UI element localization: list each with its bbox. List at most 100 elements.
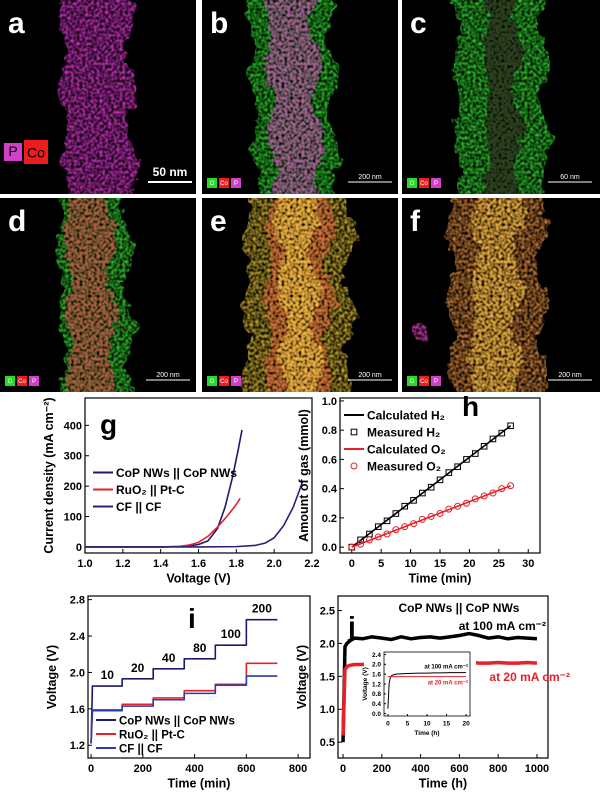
plot-frame [337, 595, 549, 759]
data-point [463, 456, 470, 463]
element-key-label: Co [220, 181, 228, 187]
x-tick-label: 2.2 [304, 558, 319, 570]
x-tick-label: 0 [386, 721, 390, 728]
data-point [410, 497, 417, 504]
legend-label: Measured O₂ [367, 460, 441, 474]
panel-label: g [100, 409, 117, 440]
step-label: 100 [221, 627, 241, 641]
data-point [471, 450, 479, 457]
data-line [90, 675, 278, 744]
inset-background [364, 646, 476, 732]
data-point [454, 502, 462, 510]
step-label: 20 [131, 661, 145, 675]
y-axis-title: Voltage (V) [45, 645, 59, 709]
y-tick-label: 0.8 [372, 691, 381, 698]
data-point [419, 489, 426, 497]
panel-label: d [8, 205, 26, 238]
data-line [90, 618, 278, 744]
y-tick-label: 0.8 [322, 425, 337, 437]
x-tick-label: 1.0 [77, 558, 92, 570]
panel-label: b [210, 7, 228, 40]
panel-label: c [410, 7, 427, 40]
scale-bar-label: 60 nm [560, 174, 580, 181]
data-point [418, 515, 426, 523]
data-point [374, 523, 382, 530]
element-key [207, 376, 217, 386]
data-point [445, 469, 453, 476]
particle [411, 324, 429, 342]
data-point [489, 435, 497, 443]
data-point [454, 463, 461, 471]
y-tick-label: 0.0 [372, 711, 381, 718]
y-tick-label: 2.4 [372, 652, 381, 659]
legend-label: Measured H₂ [367, 426, 440, 440]
y-axis-title: Voltage (V) [295, 645, 309, 709]
data-point [471, 495, 479, 503]
legend-label: RuO₂ || Pt-C [119, 730, 185, 742]
element-key-label: O [410, 181, 415, 187]
element-key [219, 178, 229, 188]
y-tick-label: 2.8 [70, 595, 85, 607]
y-tick-label: 1.6 [70, 704, 85, 716]
element-map [481, 0, 525, 194]
x-tick-label: 25 [493, 558, 505, 570]
legend-label: CoP NWs || CoP NWs [116, 466, 237, 480]
chart: 0 5 10 15 20 0.0 0.4 0.8 1.2 1.6 2.0 2.4 Time (h) Vol… [362, 646, 476, 737]
y-tick-label: 300 [64, 451, 82, 463]
panel-label: e [210, 205, 227, 238]
data-point [498, 485, 506, 493]
legend-marker [350, 462, 358, 470]
element-key-label: P [32, 379, 36, 385]
data-point [383, 530, 391, 538]
element-key [419, 178, 429, 188]
x-tick-label: 15 [434, 558, 446, 570]
x-tick-label: 1.4 [153, 558, 169, 570]
chart: 1.0 1.2 1.4 1.6 1.8 2.0 2.2 0 100 200 300 400 Voltag… [42, 397, 320, 586]
element-key-label: P [234, 379, 238, 385]
legend-label: CoP NWs || CoP NWs [119, 716, 235, 728]
x-axis-title: Time (min) [168, 777, 231, 791]
legend-label: Calculated O₂ [367, 443, 446, 457]
element-key-label: O [210, 379, 215, 385]
data-point [480, 492, 488, 500]
y-tick-label: 1.2 [372, 681, 381, 688]
data-point [480, 442, 488, 450]
x-tick-label: 0 [349, 558, 355, 570]
element-key [207, 178, 217, 188]
data-point [401, 523, 409, 531]
data-point [365, 536, 373, 544]
x-tick-label: 200 [373, 763, 391, 775]
x-tick-label: 0 [88, 763, 94, 775]
x-tick-label: 1.6 [191, 558, 206, 570]
y-tick-label: 2.4 [70, 631, 86, 643]
data-line [341, 631, 538, 743]
y-tick-label: 2.0 [320, 638, 335, 650]
data-point [401, 502, 409, 510]
element-key [407, 376, 417, 386]
element-key-label: Co [220, 379, 228, 385]
element-key [4, 143, 22, 161]
y-tick-label: 0.0 [322, 542, 337, 554]
element-key [17, 376, 27, 386]
x-axis-title: Voltage (V) [166, 572, 230, 586]
x-tick-label: 800 [289, 763, 307, 775]
x-tick-label: 5 [406, 721, 410, 728]
x-axis-title: Time (min) [409, 572, 472, 586]
scale-bar-label: 200 nm [358, 372, 382, 379]
scale-bar-label: 200 nm [358, 174, 382, 181]
y-tick-label: 400 [64, 420, 82, 432]
element-key [5, 376, 15, 386]
scale-bar-label: 50 nm [153, 165, 188, 179]
legend-label: at 100 mA cm⁻² [424, 664, 468, 671]
y-tick-label: 0.2 [322, 513, 337, 525]
data-point [498, 429, 506, 437]
x-tick-label: 600 [450, 763, 468, 775]
chart: 0 5 10 15 20 25 30 0.0 0.2 0.4 0.6 0.8 1.0 Time (min)… [297, 391, 541, 586]
y-axis-title: Voltage (V) [362, 667, 369, 700]
legend-label: CF || CF [116, 500, 161, 514]
element-map [468, 198, 526, 392]
x-tick-label: 2.0 [267, 558, 282, 570]
data-point [445, 505, 453, 513]
data-point [507, 482, 515, 490]
